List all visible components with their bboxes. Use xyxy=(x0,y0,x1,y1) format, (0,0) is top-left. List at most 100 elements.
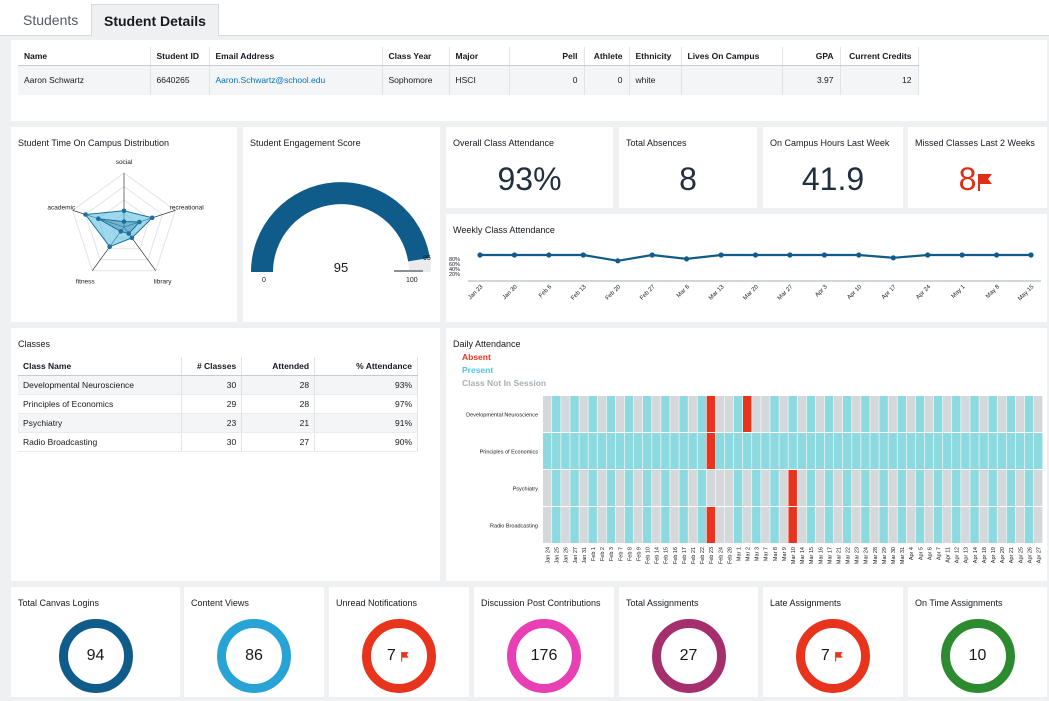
x-tick-label: Apr 24 xyxy=(915,284,932,301)
heat-cell xyxy=(679,507,688,543)
class-name: Principles of Economics xyxy=(18,394,183,414)
heat-cell xyxy=(688,507,697,543)
heat-cell xyxy=(997,396,1007,432)
x-tick-label: Feb 20 xyxy=(605,284,623,302)
class-count: 23 xyxy=(181,413,243,433)
heat-cell xyxy=(552,433,561,469)
col-num-classes[interactable]: # Classes xyxy=(181,357,243,376)
heat-cell xyxy=(824,433,834,469)
radar-axis-label: recreational xyxy=(170,205,205,212)
heat-cell xyxy=(879,470,888,506)
heat-cell xyxy=(924,470,934,506)
data-point xyxy=(477,252,483,258)
heat-cell xyxy=(706,507,716,543)
heat-cell xyxy=(661,470,670,506)
heat-cell xyxy=(988,433,997,469)
kpi-absences-title: Total Absences xyxy=(626,138,687,148)
date-tick-label: Mar 15 xyxy=(809,547,815,564)
radar-series-inner-point xyxy=(118,229,124,234)
kpi-hours-value: 41.9 xyxy=(801,161,865,197)
col-athlete[interactable]: Athlete xyxy=(584,47,630,66)
date-tick-label: Apr 6 xyxy=(927,547,933,560)
date-tick-label: Mar 9 xyxy=(782,547,788,561)
kpi-hours-title: On Campus Hours Last Week xyxy=(770,138,890,148)
col-pct-attendance[interactable]: % Attendance xyxy=(314,357,418,376)
tab-students[interactable]: Students xyxy=(23,12,79,28)
heat-cell xyxy=(861,470,870,506)
col-gpa[interactable]: GPA xyxy=(782,47,841,66)
heat-cell xyxy=(906,470,916,506)
x-tick-label: Mar 27 xyxy=(777,284,795,302)
x-tick-label: Feb 6 xyxy=(538,284,554,300)
heat-cell xyxy=(770,470,779,506)
col-major[interactable]: Major xyxy=(449,47,510,66)
total-assignments-value: 27 xyxy=(679,647,698,664)
row-label: Psychiatry xyxy=(513,487,539,493)
date-tick-label: Feb 15 xyxy=(664,547,670,564)
col-email[interactable]: Email Address xyxy=(209,47,383,66)
heat-cell xyxy=(1033,433,1043,469)
col-class-name[interactable]: Class Name xyxy=(18,357,183,376)
col-attended[interactable]: Attended xyxy=(241,357,316,376)
heat-cell xyxy=(579,433,588,469)
heat-cell xyxy=(897,433,907,469)
row-label: Principles of Economics xyxy=(480,450,539,456)
date-tick-label: Apr 19 xyxy=(991,547,997,563)
date-tick-label: Apr 14 xyxy=(973,547,979,563)
late-assignments-value: 7 xyxy=(820,647,830,664)
total-assignments-panel: Total Assignments 27 xyxy=(619,587,758,697)
tab-bar: Students Student Details xyxy=(0,0,1049,36)
date-tick-label: Feb 16 xyxy=(673,547,679,564)
heat-cell xyxy=(615,470,625,506)
col-lives-on-campus[interactable]: Lives On Campus xyxy=(681,47,783,66)
heat-cell xyxy=(815,433,825,469)
col-pell[interactable]: Pell xyxy=(509,47,585,66)
class-attended: 28 xyxy=(241,394,316,414)
heat-cell xyxy=(852,507,861,543)
heat-cell xyxy=(679,396,688,432)
date-tick-label: Feb 2 xyxy=(600,547,606,561)
col-ethnicity[interactable]: Ethnicity xyxy=(629,47,682,66)
student-pell: 0 xyxy=(509,65,585,95)
legend-not-in-session[interactable]: Class Not In Session xyxy=(462,378,547,388)
student-email-link[interactable]: Aaron.Schwartz@school.edu xyxy=(209,65,383,95)
date-tick-label: Apr 20 xyxy=(1000,547,1006,563)
heat-cell xyxy=(852,433,861,469)
legend-absent[interactable]: Absent xyxy=(462,352,491,362)
col-current-credits[interactable]: Current Credits xyxy=(840,47,919,66)
heat-cell xyxy=(943,396,952,432)
heat-cell xyxy=(761,433,770,469)
heat-cell xyxy=(970,396,979,432)
classes-panel: Classes Class Name # Classes Attended % … xyxy=(11,328,440,581)
heat-cell xyxy=(943,470,952,506)
col-name[interactable]: Name xyxy=(18,47,151,66)
heat-cell xyxy=(952,433,961,469)
row-label: Developmental Neuroscience xyxy=(466,413,538,419)
legend-present[interactable]: Present xyxy=(462,365,494,375)
date-tick-label: Apr 11 xyxy=(946,547,952,563)
heat-cell xyxy=(661,433,670,469)
heat-cell xyxy=(797,470,807,506)
data-point xyxy=(856,252,862,258)
date-tick-label: Apr 13 xyxy=(964,547,970,563)
heat-cell xyxy=(643,470,652,506)
x-tick-label: Feb 27 xyxy=(639,284,657,302)
heat-cell xyxy=(952,396,961,432)
content-views-panel: Content Views 86 xyxy=(184,587,324,697)
heat-cell xyxy=(715,507,725,543)
heat-cell xyxy=(1015,507,1025,543)
flag-icon xyxy=(401,651,409,661)
radar-grid xyxy=(84,185,164,261)
col-student-id[interactable]: Student ID xyxy=(150,47,210,66)
heat-cell xyxy=(597,470,607,506)
heat-cell xyxy=(970,507,979,543)
heat-cell xyxy=(797,433,807,469)
classes-header-row: Class Name # Classes Attended % Attendan… xyxy=(18,357,418,376)
tab-student-details[interactable]: Student Details xyxy=(91,4,219,36)
heat-cell xyxy=(933,433,943,469)
data-point xyxy=(1028,252,1034,258)
data-point xyxy=(511,252,517,258)
data-point xyxy=(684,256,690,262)
col-class-year[interactable]: Class Year xyxy=(382,47,450,66)
heat-cell xyxy=(579,396,588,432)
